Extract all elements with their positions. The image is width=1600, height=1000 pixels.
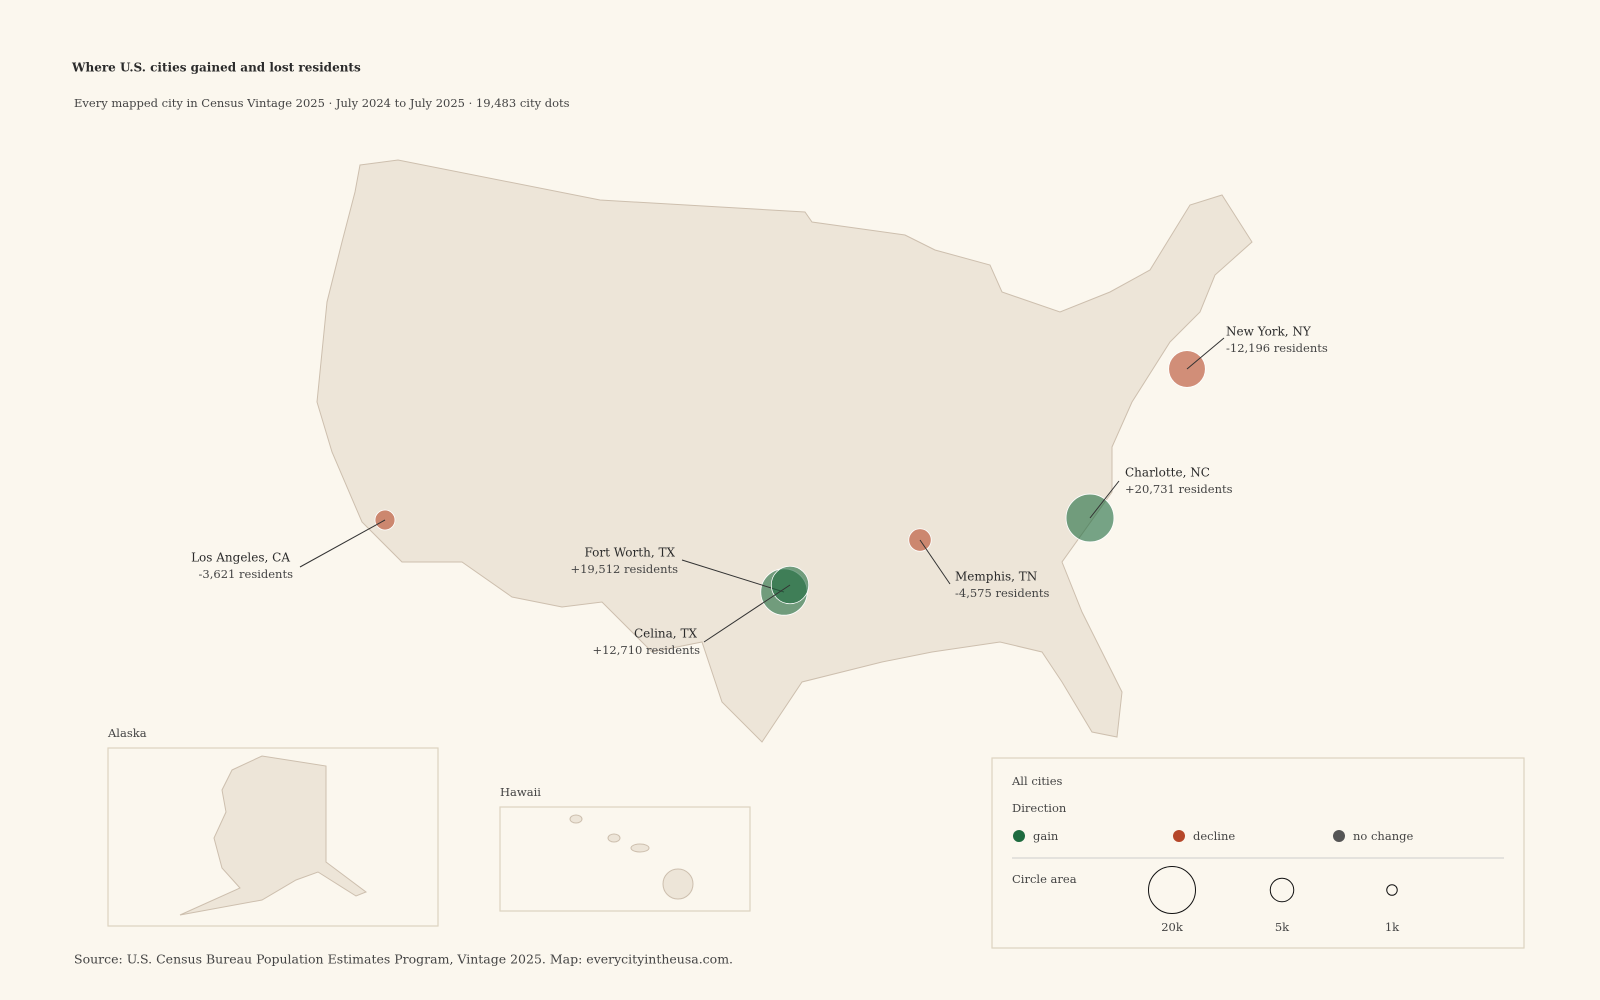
source: Source: U.S. Census Bureau Population Es…	[74, 952, 733, 967]
size-key	[1386, 884, 1398, 896]
city-label: Celina, TX	[634, 627, 697, 641]
island	[662, 868, 694, 900]
legend-heading: Direction	[1012, 801, 1067, 815]
change-label: -3,621 residents	[199, 567, 294, 581]
legend-heading: Circle area	[1012, 872, 1077, 886]
size-key	[1269, 877, 1295, 903]
inset-label: Alaska	[107, 726, 147, 740]
contiguous-us	[316, 159, 1253, 743]
city-label: Memphis, TN	[955, 570, 1037, 584]
inset-label: Hawaii	[500, 785, 541, 799]
leader-line	[703, 584, 791, 643]
legend-label: decline	[1193, 829, 1235, 843]
island	[607, 833, 621, 843]
change-label: +12,710 residents	[592, 643, 700, 657]
size-label: 5k	[1275, 920, 1290, 934]
city-label: Fort Worth, TX	[585, 546, 676, 560]
alaska	[179, 755, 368, 916]
size-key	[1148, 866, 1196, 914]
leader-line	[1089, 480, 1120, 519]
island	[569, 814, 583, 824]
leader-line	[1186, 337, 1225, 370]
city-label: New York, NY	[1226, 325, 1312, 339]
inset-box	[107, 747, 439, 927]
legend-swatch	[1173, 830, 1185, 842]
change-label: -12,196 residents	[1226, 341, 1328, 355]
legend-box	[991, 757, 1525, 949]
hawaii	[569, 814, 694, 900]
city-label: Los Angeles, CA	[191, 551, 290, 565]
change-label: +19,512 residents	[570, 562, 678, 576]
size-label: 20k	[1161, 920, 1184, 934]
inset-box	[499, 806, 751, 912]
subtitle: Every mapped city in Census Vintage 2025…	[74, 96, 570, 110]
leader-line	[299, 519, 386, 568]
city-label: Charlotte, NC	[1125, 466, 1210, 480]
legend-title: All cities	[1011, 774, 1063, 788]
legend-label: no change	[1353, 829, 1413, 843]
legend-label: gain	[1033, 829, 1059, 843]
change-label: +20,731 residents	[1125, 482, 1233, 496]
size-label: 1k	[1385, 920, 1400, 934]
change-label: -4,575 residents	[955, 586, 1050, 600]
title: Where U.S. cities gained and lost reside…	[71, 61, 361, 75]
legend-swatch	[1013, 830, 1025, 842]
legend-swatch	[1333, 830, 1345, 842]
leader-line	[681, 559, 785, 593]
leader-line	[919, 539, 951, 585]
island	[630, 843, 650, 853]
